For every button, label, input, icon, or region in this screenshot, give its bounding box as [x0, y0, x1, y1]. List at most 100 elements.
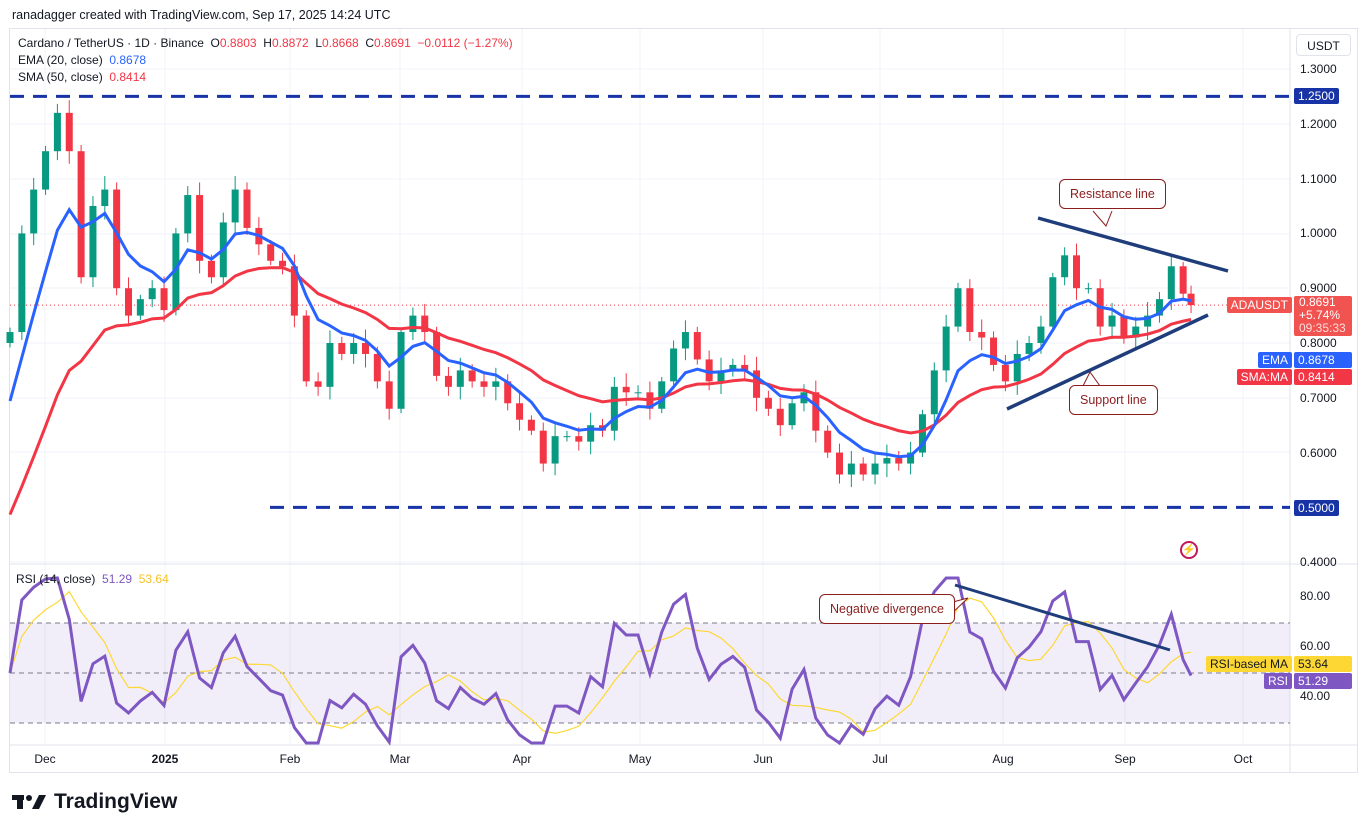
rsi-tick: 80.00: [1300, 589, 1331, 603]
support-trendline: [1006, 313, 1209, 411]
rsi-label: RSI (14, close): [16, 572, 96, 586]
price-tick: 1.1000: [1300, 171, 1337, 186]
candle: [729, 364, 737, 371]
time-tick: Apr: [512, 752, 532, 766]
candle: [480, 381, 488, 387]
candle: [136, 299, 144, 316]
time-tick: Mar: [389, 752, 411, 766]
candle: [634, 392, 642, 394]
candle: [231, 189, 239, 223]
candle: [1084, 288, 1092, 290]
candle: [551, 436, 559, 464]
support-annotation[interactable]: Support line: [1069, 385, 1158, 415]
rsi-ma-value: 53.64: [138, 572, 169, 586]
candle: [1037, 326, 1045, 343]
candle: [1132, 326, 1140, 338]
candle: [125, 288, 132, 316]
candle: [836, 452, 843, 475]
symbol-tag: ADAUSDT: [1226, 297, 1292, 313]
candle: [18, 233, 26, 333]
price-tick: 0.9000: [1300, 281, 1337, 296]
candle: [812, 392, 820, 431]
rsi-ma-tag: 53.64: [1294, 656, 1352, 672]
candle: [42, 151, 50, 190]
rsi-divergence-line: [954, 583, 1171, 652]
candle: [148, 288, 156, 300]
candle: [421, 315, 429, 333]
low-value: 0.8668: [322, 36, 359, 50]
candle: [1179, 266, 1187, 294]
high-value: 0.8872: [271, 36, 309, 50]
candle: [871, 463, 879, 475]
candle: [243, 189, 251, 228]
ema-legend[interactable]: EMA (20, close) 0.8678: [18, 52, 513, 69]
time-tick: Aug: [992, 752, 1014, 766]
sma-tag-name: SMA:MA: [1236, 369, 1292, 385]
candle: [717, 370, 725, 382]
time-tick: 2025: [151, 752, 179, 766]
candle: [859, 463, 867, 475]
rsi-legend[interactable]: RSI (14, close) 51.29 53.64: [16, 572, 169, 586]
time-tick: Dec: [34, 752, 56, 766]
candle: [776, 408, 784, 426]
price-tick: 0.4000: [1300, 555, 1337, 570]
candle: [267, 244, 275, 261]
candle: [907, 452, 915, 464]
sma-legend[interactable]: SMA (50, close) 0.8414: [18, 69, 513, 86]
candle: [978, 332, 986, 338]
candle: [468, 370, 476, 382]
tradingview-logo[interactable]: TradingView: [12, 790, 177, 814]
candle: [6, 332, 14, 343]
candle: [1025, 343, 1033, 354]
candle: [764, 397, 772, 409]
candle: [184, 195, 192, 234]
candle: [622, 386, 630, 393]
divergence-annotation[interactable]: Negative divergence: [819, 594, 955, 624]
resistance-pointer: [1092, 210, 1113, 227]
candle: [397, 332, 405, 409]
ema-line: [8, 206, 1192, 459]
candle: [113, 189, 121, 289]
candle: [1073, 255, 1080, 289]
high-label: H: [263, 36, 272, 50]
last-price: 0.8691: [1299, 295, 1336, 309]
resistance-annotation[interactable]: Resistance line: [1059, 179, 1166, 209]
rsi-tag-name: RSI: [1263, 673, 1292, 689]
candle: [610, 386, 618, 431]
rsi-tag: 51.29: [1294, 673, 1352, 689]
candle: [30, 189, 38, 234]
candle: [65, 112, 73, 152]
candle: [527, 419, 535, 431]
currency-button[interactable]: USDT: [1296, 34, 1351, 56]
candle: [89, 206, 97, 278]
rsi-tick: 60.00: [1300, 639, 1331, 653]
time-tick: May: [628, 752, 652, 766]
candle: [705, 359, 713, 382]
candle: [314, 381, 322, 387]
chart-credit: ranadagger created with TradingView.com,…: [12, 8, 391, 22]
symbol-name[interactable]: Cardano / TetherUS · 1D · Binance: [18, 36, 204, 50]
symbol-line: Cardano / TetherUS · 1D · Binance O0.880…: [18, 35, 513, 52]
close-value: 0.8691: [374, 36, 411, 50]
candle: [990, 337, 998, 365]
flash-icon[interactable]: ⚡: [1180, 541, 1198, 559]
candle: [516, 403, 524, 420]
candle: [1144, 315, 1152, 327]
ema-label: EMA (20, close): [18, 53, 103, 67]
candle: [693, 332, 701, 360]
candle: [444, 375, 452, 387]
candle: [575, 436, 583, 442]
bar-countdown: 09:35:33: [1299, 321, 1346, 335]
ema-value: 0.8678: [109, 53, 147, 67]
candle: [290, 266, 298, 316]
candle: [918, 414, 926, 453]
sma-line: [8, 266, 1192, 516]
brand-name: TradingView: [54, 790, 178, 813]
candle: [1155, 299, 1163, 316]
candle: [207, 260, 215, 278]
level-tag-low: 0.5000: [1294, 500, 1339, 516]
candle: [373, 353, 381, 382]
candle: [1013, 353, 1021, 382]
candle: [385, 381, 393, 409]
